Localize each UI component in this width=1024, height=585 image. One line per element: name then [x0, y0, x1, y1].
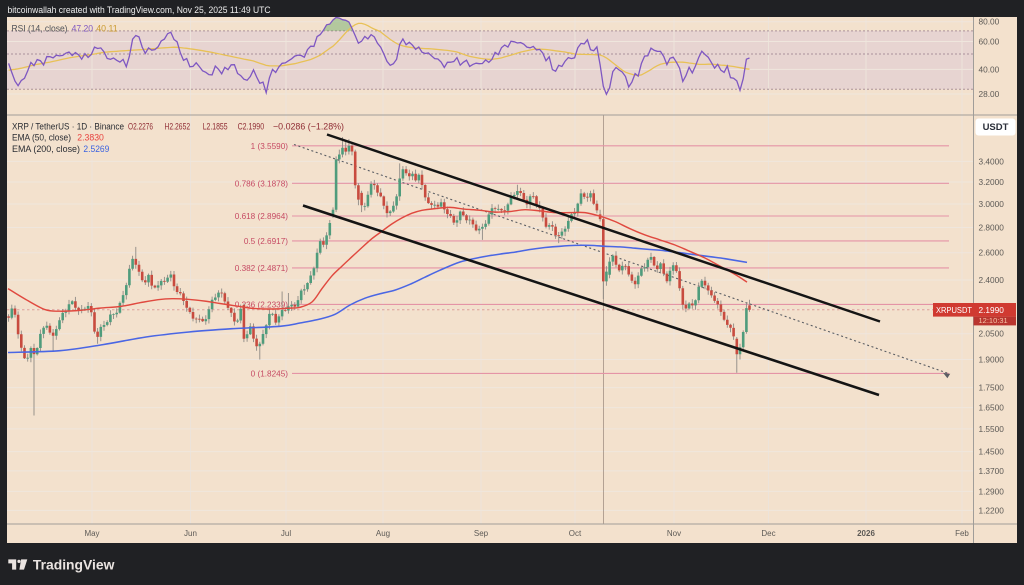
svg-text:0.382 (2.4871): 0.382 (2.4871) [235, 264, 289, 273]
svg-text:Nov: Nov [667, 529, 681, 538]
svg-text:Feb: Feb [955, 529, 969, 538]
svg-text:1.9000: 1.9000 [979, 355, 1005, 365]
svg-text:1.6500: 1.6500 [979, 403, 1005, 413]
svg-text:1.3700: 1.3700 [979, 466, 1005, 476]
svg-text:2.3830: 2.3830 [77, 132, 104, 142]
svg-text:3.4000: 3.4000 [979, 156, 1005, 166]
svg-text:12:10:31: 12:10:31 [979, 316, 1008, 325]
svg-text:1.2900: 1.2900 [979, 486, 1005, 496]
svg-text:2.5269: 2.5269 [83, 144, 109, 154]
svg-text:bitcoinwallah created with Tra: bitcoinwallah created with TradingView.c… [8, 5, 272, 15]
svg-text:Jun: Jun [184, 529, 197, 538]
svg-text:28.00: 28.00 [979, 89, 1000, 99]
svg-text:40.00: 40.00 [979, 64, 1000, 74]
svg-text:−0.0286 (−1.28%): −0.0286 (−1.28%) [273, 121, 344, 131]
svg-text:2.6000: 2.6000 [979, 248, 1005, 258]
svg-text:3.2000: 3.2000 [979, 177, 1005, 187]
svg-text:USDT: USDT [983, 122, 1009, 133]
svg-text:H2.2652: H2.2652 [165, 121, 191, 131]
svg-text:3.0000: 3.0000 [979, 199, 1005, 209]
svg-text:2.4000: 2.4000 [979, 275, 1005, 285]
svg-text:2.0500: 2.0500 [979, 329, 1005, 339]
svg-text:2.1990: 2.1990 [979, 305, 1005, 315]
svg-text:Oct: Oct [569, 529, 582, 538]
svg-text:O2.2276: O2.2276 [128, 121, 153, 131]
svg-text:TradingView: TradingView [33, 558, 115, 574]
svg-text:RSI (14, close): RSI (14, close) [12, 23, 68, 33]
svg-text:1.5500: 1.5500 [979, 424, 1005, 434]
svg-text:Jul: Jul [281, 529, 291, 538]
svg-text:40.11: 40.11 [96, 23, 117, 33]
svg-text:1.2200: 1.2200 [979, 505, 1005, 515]
svg-text:1.7500: 1.7500 [979, 383, 1005, 393]
svg-text:Aug: Aug [376, 529, 390, 538]
svg-text:L2.1855: L2.1855 [203, 121, 228, 131]
svg-text:0.236 (2.2339): 0.236 (2.2339) [235, 300, 289, 309]
svg-text:EMA (50, close): EMA (50, close) [12, 132, 71, 142]
svg-text:2.8000: 2.8000 [979, 223, 1005, 233]
svg-text:1 (3.5590): 1 (3.5590) [251, 142, 289, 151]
svg-text:2026: 2026 [857, 529, 875, 538]
svg-text:1.4500: 1.4500 [979, 447, 1005, 457]
svg-text:60.00: 60.00 [979, 37, 1000, 47]
svg-text:0.786 (3.1878): 0.786 (3.1878) [235, 179, 289, 188]
svg-text:XRP / TetherUS · 1D · Binance: XRP / TetherUS · 1D · Binance [12, 121, 124, 131]
svg-text:Sep: Sep [474, 529, 489, 538]
svg-text:May: May [84, 529, 99, 538]
svg-text:47.20: 47.20 [72, 23, 93, 33]
svg-text:0.5 (2.6917): 0.5 (2.6917) [244, 237, 288, 246]
svg-text:XRPUSDT: XRPUSDT [936, 306, 972, 315]
svg-text:C2.1990: C2.1990 [238, 121, 265, 131]
svg-text:Dec: Dec [761, 529, 775, 538]
svg-text:0.618 (2.8964): 0.618 (2.8964) [235, 212, 289, 221]
svg-text:80.00: 80.00 [979, 17, 1000, 27]
svg-text:0 (1.8245): 0 (1.8245) [251, 369, 289, 378]
svg-text:EMA (200, close): EMA (200, close) [12, 144, 80, 154]
